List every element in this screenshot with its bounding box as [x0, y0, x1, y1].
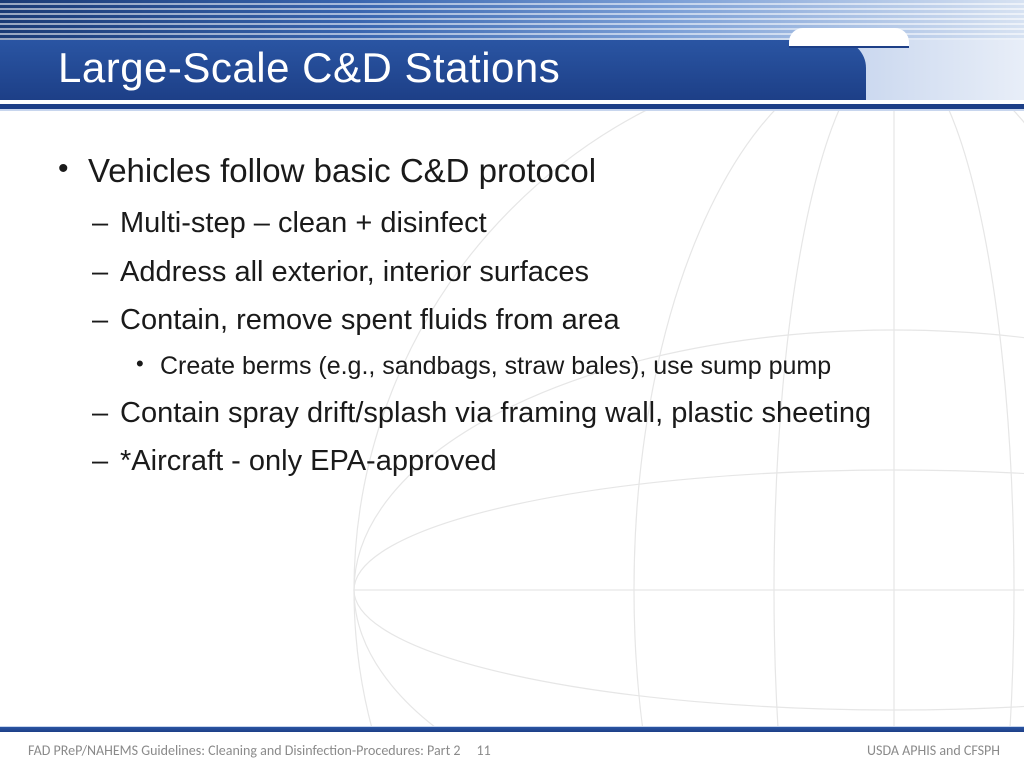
footer-page-number: 11	[477, 742, 491, 759]
footer: FAD PReP/NAHEMS Guidelines: Cleaning and…	[0, 732, 1024, 768]
title-tab-notch	[789, 28, 909, 48]
bullet-lvl2: Address all exterior, interior surfaces	[92, 254, 974, 290]
footer-org: USDA APHIS and CFSPH	[867, 742, 1000, 759]
bullet-lvl2: Contain, remove spent fluids from area	[92, 302, 974, 338]
bullet-lvl1: Vehicles follow basic C&D protocol	[58, 150, 974, 191]
bullet-lvl2: Contain spray drift/splash via framing w…	[92, 395, 974, 431]
bullet-lvl2: *Aircraft - only EPA-approved	[92, 443, 974, 479]
slide-body: Vehicles follow basic C&D protocol Multi…	[58, 150, 974, 491]
footer-doc-title: FAD PReP/NAHEMS Guidelines: Cleaning and…	[28, 742, 461, 759]
slide: Large-Scale C&D Stations Vehicles follow…	[0, 0, 1024, 768]
bullet-lvl2: Multi-step – clean + disinfect	[92, 205, 974, 241]
title-tab-right	[844, 40, 1024, 100]
footer-left-group: FAD PReP/NAHEMS Guidelines: Cleaning and…	[28, 742, 491, 759]
title-underline-pale	[0, 109, 1024, 111]
bullet-lvl3: Create berms (e.g., sandbags, straw bale…	[136, 350, 974, 383]
slide-title: Large-Scale C&D Stations	[58, 44, 560, 92]
title-tab-curve	[822, 40, 866, 100]
